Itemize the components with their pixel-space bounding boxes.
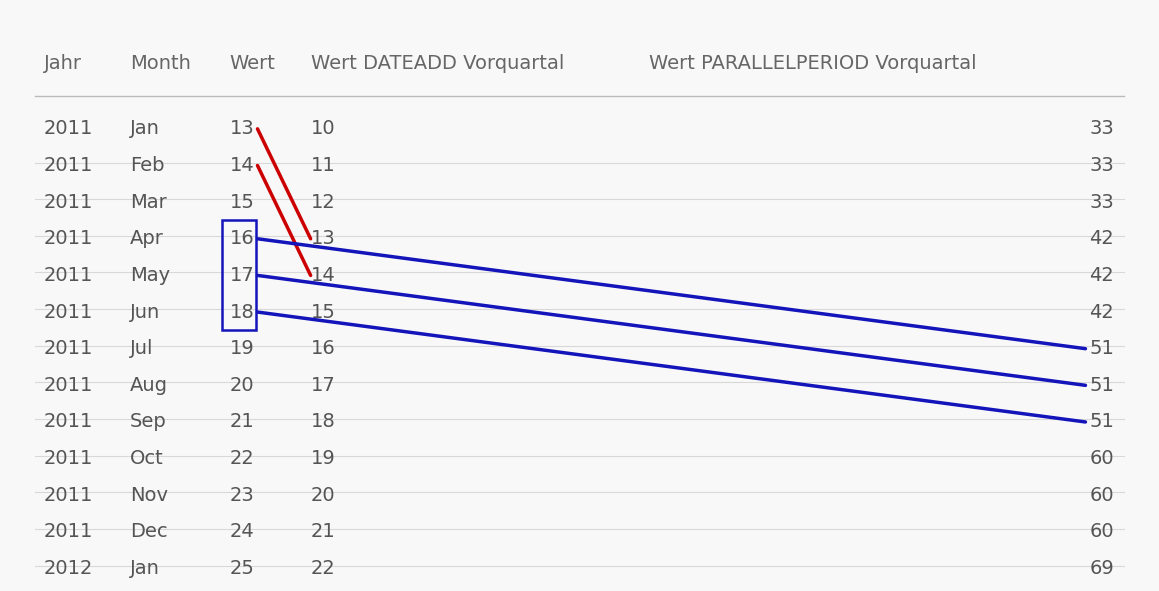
Text: 22: 22: [311, 559, 335, 578]
Text: 15: 15: [311, 303, 335, 322]
Text: Jul: Jul: [130, 339, 153, 358]
Text: Jahr: Jahr: [44, 54, 82, 73]
Text: 15: 15: [229, 193, 254, 212]
Text: Month: Month: [130, 54, 191, 73]
Text: 16: 16: [229, 229, 254, 248]
Text: 12: 12: [311, 193, 335, 212]
Text: Feb: Feb: [130, 156, 165, 175]
Text: 42: 42: [1089, 266, 1114, 285]
Text: Jun: Jun: [130, 303, 160, 322]
Text: 19: 19: [229, 339, 254, 358]
Text: Aug: Aug: [130, 376, 168, 395]
Text: 69: 69: [1089, 559, 1114, 578]
Text: 2011: 2011: [44, 229, 94, 248]
Text: 14: 14: [229, 156, 254, 175]
Text: Dec: Dec: [130, 522, 167, 541]
Text: 18: 18: [311, 413, 335, 431]
Text: 20: 20: [229, 376, 254, 395]
Text: 2012: 2012: [44, 559, 94, 578]
Text: Sep: Sep: [130, 413, 167, 431]
Text: 2011: 2011: [44, 522, 94, 541]
Text: 21: 21: [311, 522, 335, 541]
Text: Wert: Wert: [229, 54, 276, 73]
Text: Wert DATEADD Vorquartal: Wert DATEADD Vorquartal: [311, 54, 564, 73]
Text: 2011: 2011: [44, 119, 94, 138]
Text: 2011: 2011: [44, 376, 94, 395]
Text: 60: 60: [1089, 486, 1114, 505]
Text: 10: 10: [311, 119, 335, 138]
Text: Jan: Jan: [130, 119, 160, 138]
Text: 2011: 2011: [44, 339, 94, 358]
Text: 33: 33: [1089, 119, 1114, 138]
Text: 22: 22: [229, 449, 254, 468]
Text: 42: 42: [1089, 229, 1114, 248]
Text: 17: 17: [311, 376, 335, 395]
Text: Mar: Mar: [130, 193, 167, 212]
Text: Oct: Oct: [130, 449, 163, 468]
Text: 60: 60: [1089, 522, 1114, 541]
Text: 51: 51: [1089, 413, 1114, 431]
Text: 60: 60: [1089, 449, 1114, 468]
Text: 42: 42: [1089, 303, 1114, 322]
Text: 2011: 2011: [44, 266, 94, 285]
Bar: [223, 220, 256, 330]
Text: 2011: 2011: [44, 413, 94, 431]
Text: 2011: 2011: [44, 486, 94, 505]
Text: 33: 33: [1089, 156, 1114, 175]
Text: Apr: Apr: [130, 229, 163, 248]
Text: 33: 33: [1089, 193, 1114, 212]
Text: May: May: [130, 266, 170, 285]
Text: 2011: 2011: [44, 156, 94, 175]
Text: 21: 21: [229, 413, 254, 431]
Text: 20: 20: [311, 486, 335, 505]
Text: 18: 18: [229, 303, 254, 322]
Text: Jan: Jan: [130, 559, 160, 578]
Text: 25: 25: [229, 559, 254, 578]
Text: Nov: Nov: [130, 486, 168, 505]
Text: 13: 13: [311, 229, 335, 248]
Text: 51: 51: [1089, 339, 1114, 358]
Text: 13: 13: [229, 119, 254, 138]
Text: 23: 23: [229, 486, 254, 505]
Text: 2011: 2011: [44, 303, 94, 322]
Text: 17: 17: [229, 266, 254, 285]
Text: 19: 19: [311, 449, 335, 468]
Text: 2011: 2011: [44, 449, 94, 468]
Text: 11: 11: [311, 156, 335, 175]
Text: 14: 14: [311, 266, 335, 285]
Text: 16: 16: [311, 339, 335, 358]
Text: 2011: 2011: [44, 193, 94, 212]
Text: Wert PARALLELPERIOD Vorquartal: Wert PARALLELPERIOD Vorquartal: [649, 54, 977, 73]
Text: 51: 51: [1089, 376, 1114, 395]
Text: 24: 24: [229, 522, 254, 541]
